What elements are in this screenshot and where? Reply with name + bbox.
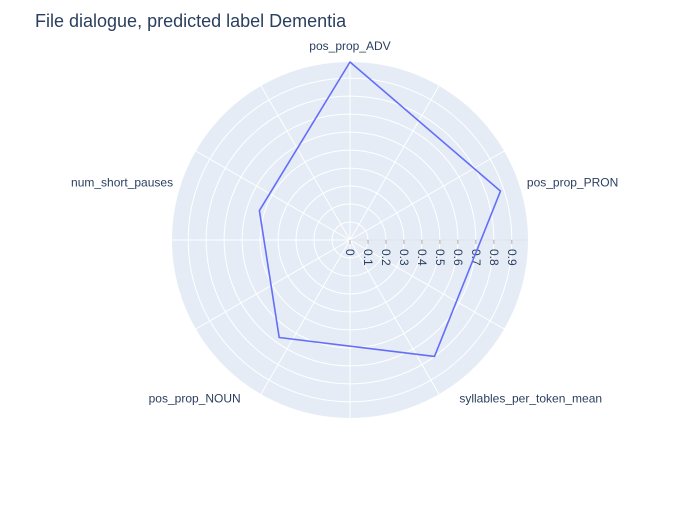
category-label-pos-prop-adv: pos_prop_ADV — [309, 39, 390, 53]
category-label-num-short-pauses: num_short_pauses — [71, 176, 173, 190]
radial-tick-label: 0.9 — [505, 249, 519, 266]
category-label-syllables-per-token-mean: syllables_per_token_mean — [459, 391, 602, 405]
radial-tick-label: 0.1 — [361, 249, 375, 266]
category-label-pos-prop-pron: pos_prop_PRON — [527, 176, 618, 190]
radial-tick-label: 0.5 — [433, 249, 447, 266]
radial-tick-label: 0.8 — [487, 249, 501, 266]
radial-tick-label: 0.6 — [451, 249, 465, 266]
chart-title: File dialogue, predicted label Dementia — [35, 11, 346, 32]
radial-tick-label: 0.3 — [397, 249, 411, 266]
radial-tick-label: 0.2 — [379, 249, 393, 266]
radial-tick-label: 0 — [343, 249, 357, 256]
radial-tick-label: 0.4 — [415, 249, 429, 266]
category-label-pos-prop-noun: pos_prop_NOUN — [149, 391, 241, 405]
